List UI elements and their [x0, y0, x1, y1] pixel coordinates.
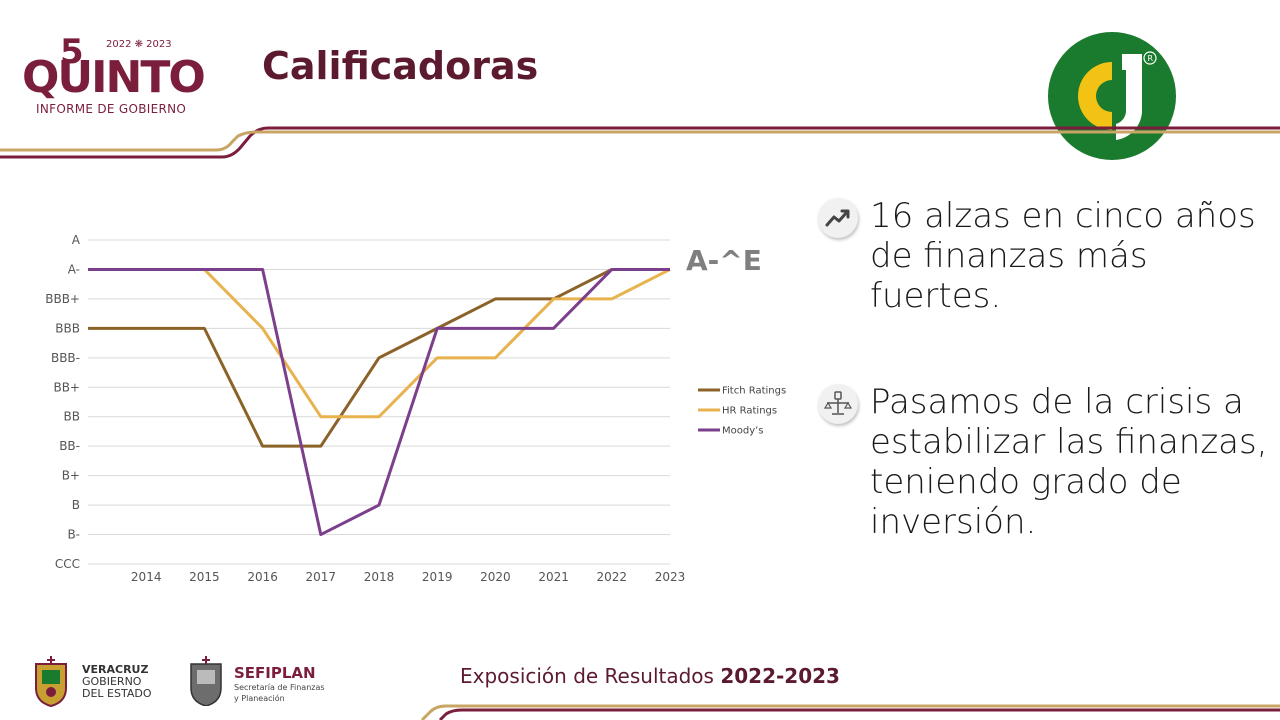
y-tick-label: B	[72, 498, 80, 512]
x-tick-label: 2016	[247, 570, 278, 584]
footer-exposicion-label: Exposición de Resultados	[460, 664, 714, 688]
logo-number-five: 5	[60, 32, 84, 72]
y-tick-label: A	[72, 233, 81, 247]
quinto-informe-logo: 5 2022 ❋ 2023 QUINTO INFORME DE GOBIERNO	[22, 32, 222, 120]
footer-exposicion: Exposición de Resultados 2022-2023	[460, 664, 840, 688]
bullet-alzas: 16 alzas en cinco años de finanzas más f…	[818, 196, 1280, 316]
y-tick-label: CCC	[55, 557, 80, 571]
veracruz-line2: GOBIERNO	[82, 675, 142, 688]
y-tick-label: BB+	[53, 380, 80, 394]
sefiplan-line1: Secretaría de Finanzas	[234, 683, 325, 692]
header-divider-lines	[0, 126, 1280, 159]
logo-years: 2022 ❋ 2023	[106, 39, 172, 50]
y-tick-label: BBB+	[45, 292, 80, 306]
chart-legend: Fitch Ratings HR Ratings Moody’s	[698, 386, 786, 437]
x-tick-label: 2023	[655, 570, 686, 584]
bullet-text-crisis: Pasamos de la crisis a estabilizar las f…	[870, 382, 1268, 542]
footer-exposicion-years: 2022-2023	[720, 664, 840, 688]
x-tick-label: 2022	[597, 570, 628, 584]
legend-label: Moody’s	[722, 426, 764, 437]
y-tick-label: BBB	[55, 321, 80, 335]
svg-text:R: R	[1148, 54, 1154, 63]
y-tick-label: B-	[67, 528, 80, 542]
y-tick-label: B+	[62, 469, 80, 483]
bullet-crisis: Pasamos de la crisis a estabilizar las f…	[818, 382, 1280, 542]
balance-scale-icon	[818, 384, 858, 424]
y-tick-label: BBB-	[51, 351, 80, 365]
veracruz-line3: DEL ESTADO	[82, 687, 152, 700]
x-tick-label: 2019	[422, 570, 453, 584]
rating-annotation: A-^E	[686, 244, 762, 277]
x-tick-label: 2021	[538, 570, 569, 584]
sefiplan-logo: SEFIPLAN Secretaría de Finanzas y Planea…	[186, 656, 346, 710]
x-tick-label: 2018	[364, 570, 395, 584]
bullet-text-alzas: 16 alzas en cinco años de finanzas más f…	[870, 196, 1256, 316]
x-tick-label: 2020	[480, 570, 511, 584]
trend-up-icon	[818, 198, 858, 238]
legend-label: Fitch Ratings	[722, 386, 786, 397]
x-tick-label: 2014	[131, 570, 162, 584]
chart-series	[88, 267, 671, 537]
veracruz-line1: VERACRUZ	[82, 663, 149, 676]
veracruz-government-logo: VERACRUZ GOBIERNO DEL ESTADO	[30, 656, 170, 710]
footer-divider-lines	[420, 704, 1280, 720]
veracruz-shield-icon	[35, 656, 67, 708]
x-tick-label: 2015	[189, 570, 220, 584]
y-tick-label: BB-	[59, 439, 80, 453]
series-line	[88, 267, 670, 537]
y-tick-label: A-	[68, 262, 80, 276]
legend-label: HR Ratings	[722, 406, 777, 417]
y-tick-label: BB	[64, 410, 80, 424]
page-title: Calificadoras	[262, 44, 539, 88]
sefiplan-shield-icon	[190, 656, 222, 706]
series-line	[88, 267, 670, 448]
x-axis-ticks: 2014 2015 2016 2017 2018 2019 2020 2021 2022 2023	[131, 570, 685, 584]
chart-gridlines	[88, 239, 670, 565]
sefiplan-name: SEFIPLAN	[234, 664, 316, 682]
x-tick-label: 2017	[306, 570, 337, 584]
logo-subtitle: INFORME DE GOBIERNO	[36, 102, 187, 116]
series-line	[203, 268, 671, 419]
logo-main-text: QUINTO	[22, 52, 206, 103]
sefiplan-line2: y Planeación	[234, 694, 285, 703]
